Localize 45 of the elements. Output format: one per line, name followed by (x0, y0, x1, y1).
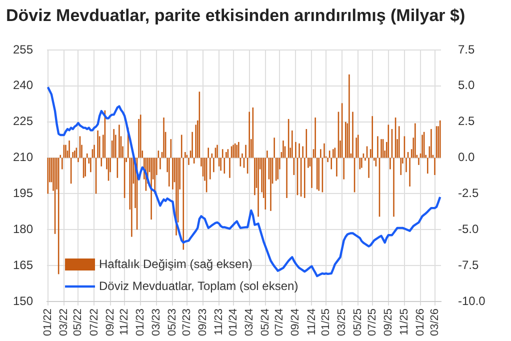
x-tick-label: 11/24 (306, 308, 318, 336)
y2-tick-label: 7.5 (458, 42, 476, 56)
y-tick-label: 225 (12, 114, 34, 128)
x-tick-label: 03/26 (428, 308, 441, 336)
y2-tick-label: -7.5 (458, 258, 480, 272)
legend-label: Haftalık Değişim (sağ eksen) (99, 256, 252, 271)
x-tick-label: 01/23 (134, 308, 147, 336)
x-tick-label: 01/26 (414, 308, 427, 336)
x-tick-label: 03/22 (58, 308, 70, 336)
y2-tick-label: 5.0 (458, 78, 476, 92)
x-tick-label: 09/25 (382, 308, 394, 336)
chart-title: Döviz Mevduatlar, parite etkisinden arındırılmış (Milyar $) (6, 6, 466, 26)
x-tick-label: 11/22 (118, 308, 131, 336)
x-tick-label: 07/25 (366, 308, 378, 336)
y2-tick-label: 0.0 (458, 150, 476, 164)
x-tick-label: 05/25 (352, 308, 364, 336)
x-tick-label: 03/25 (336, 308, 348, 336)
x-tick-label: 09/23 (197, 308, 210, 336)
y2-tick-label: -10.0 (458, 294, 486, 308)
x-tick-label: 03/23 (150, 308, 163, 336)
x-tick-label: 05/22 (72, 308, 84, 336)
y-tick-label: 240 (12, 78, 34, 92)
x-tick-label: 01/22 (42, 308, 54, 336)
y-tick-label: 195 (12, 186, 34, 200)
x-tick-label: 01/24 (227, 308, 240, 336)
y-tick-label: 210 (12, 150, 34, 164)
y-tick-label: 255 (12, 42, 34, 56)
y-tick-label: 165 (12, 258, 34, 272)
x-tick-label: 09/24 (290, 308, 302, 336)
x-tick-label: 07/24 (274, 308, 286, 336)
x-tick-label: 05/24 (259, 308, 272, 336)
y-tick-label: 150 (12, 294, 34, 308)
x-tick-label: 01/25 (320, 308, 332, 336)
x-tick-label: 07/22 (88, 308, 100, 336)
x-tick-label: 05/23 (166, 308, 179, 336)
legend-label: Döviz Mevduatlar, Toplam (sol eksen) (99, 278, 298, 293)
x-tick-label: 11/23 (213, 308, 226, 336)
y2-tick-label: -5.0 (458, 222, 480, 236)
y2-tick-label: -2.5 (458, 186, 480, 200)
y2-tick-label: 2.5 (458, 114, 476, 128)
y-tick-label: 180 (12, 222, 34, 236)
x-tick-label: 03/24 (243, 308, 256, 336)
x-tick-label: 07/23 (180, 308, 193, 336)
x-tick-label: 11/25 (398, 308, 410, 336)
x-tick-label: 09/22 (104, 308, 116, 336)
